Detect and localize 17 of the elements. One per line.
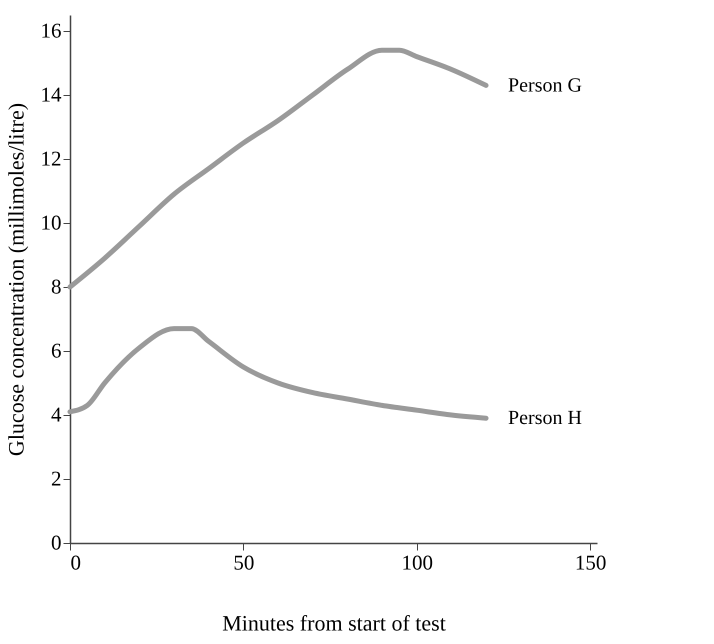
y-tick-label: 4 — [51, 402, 62, 426]
y-tick-label: 2 — [51, 466, 62, 490]
y-tick-label: 10 — [40, 210, 62, 234]
x-tick-label: 50 — [233, 550, 254, 574]
series-label: Person H — [508, 407, 582, 430]
y-tick-label: 14 — [40, 82, 62, 106]
x-tick-label: 0 — [70, 550, 81, 574]
y-tick-label: 0 — [51, 530, 62, 554]
x-axis-title: Minutes from start of test — [222, 610, 446, 636]
y-tick-label: 12 — [40, 146, 62, 170]
x-tick-label: 100 — [401, 550, 433, 574]
y-tick-label: 8 — [51, 274, 62, 298]
y-tick-label: 16 — [40, 18, 62, 42]
y-axis-title: Glucose concentration (millimoles/litre) — [4, 102, 28, 456]
series-label: Person G — [508, 74, 582, 96]
y-tick-label: 6 — [51, 338, 62, 362]
x-tick-label: 150 — [574, 550, 606, 574]
